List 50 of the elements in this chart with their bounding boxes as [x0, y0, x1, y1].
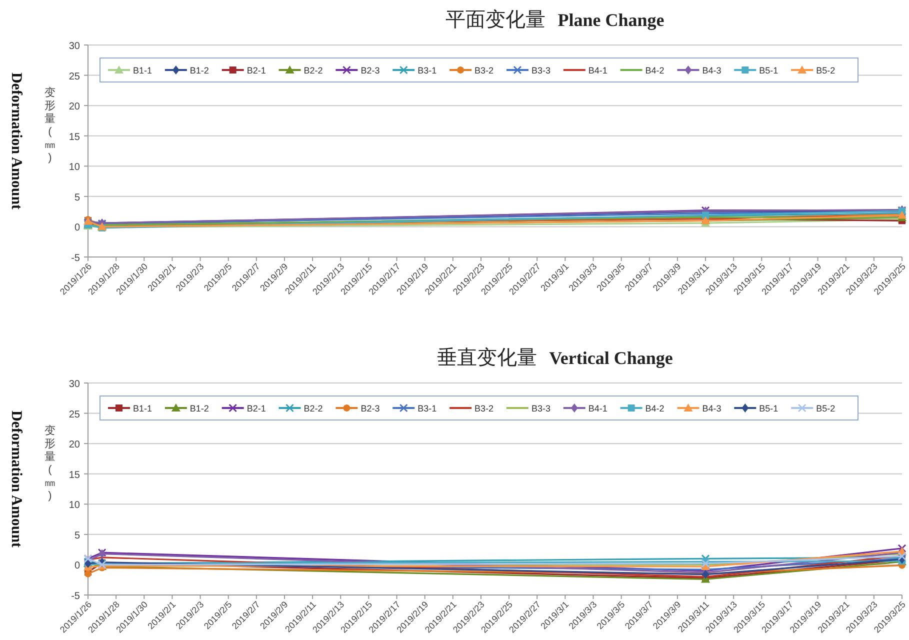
y-axis-title: 变形量(㎜) [44, 86, 56, 164]
y-tick-label: 25 [68, 71, 80, 82]
y-tick-label: 20 [68, 440, 80, 451]
legend-label: B5-2 [816, 404, 836, 414]
legend-label: B4-1 [588, 404, 608, 414]
y-tick-label: 10 [68, 162, 80, 174]
y-tick-label: 0 [74, 560, 80, 572]
y-axis-title: 变形量(㎜) [44, 424, 56, 502]
legend-label: B2-3 [360, 66, 380, 76]
legend-label: B2-1 [246, 66, 266, 76]
y-tick-label: 25 [68, 409, 80, 420]
y-tick-label: 0 [74, 222, 80, 234]
legend-label: B4-3 [702, 66, 722, 76]
y-tick-label: -5 [71, 253, 80, 264]
legend-label: B5-1 [759, 66, 778, 76]
legend-label: B2-1 [246, 404, 266, 414]
legend-label: B2-3 [360, 404, 380, 414]
legend-label: B4-2 [645, 404, 664, 414]
legend-label: B3-1 [418, 404, 437, 414]
y-tick-label: 10 [68, 500, 80, 512]
legend-label: B5-1 [759, 404, 778, 414]
y-tick-label: 15 [68, 132, 80, 143]
y-tick-label: 5 [74, 192, 80, 204]
chart-subtitle: Plane Change [558, 10, 664, 30]
legend-label: B3-2 [474, 404, 494, 414]
legend-label: B3-3 [531, 66, 550, 76]
legend-label: B1-2 [190, 404, 209, 414]
legend-label: B2-2 [304, 404, 323, 414]
y-tick-label: 30 [68, 41, 80, 52]
chart-subtitle: Vertical Change [549, 348, 673, 368]
chart-title: 平面变化量 [446, 9, 546, 31]
legend-label: B4-3 [702, 404, 722, 414]
text: Deformation Amount [8, 410, 24, 548]
legend-label: B1-1 [133, 404, 152, 414]
legend-label: B1-1 [133, 66, 152, 76]
legend-label: B5-2 [816, 66, 836, 76]
legend-label: B3-3 [531, 404, 550, 414]
y-tick-label: 15 [68, 470, 80, 481]
y-tick-label: 30 [68, 379, 80, 390]
chart-title: 垂直变化量 [437, 347, 538, 369]
legend-label: B4-1 [588, 66, 608, 76]
legend-label: B4-2 [645, 66, 664, 76]
legend-label: B1-2 [190, 66, 209, 76]
y-tick-label: -5 [71, 591, 80, 602]
legend-label: B2-2 [304, 66, 323, 76]
y-tick-label: 20 [68, 102, 80, 113]
y-tick-label: 5 [74, 530, 80, 542]
legend-label: B3-2 [474, 66, 494, 76]
legend-label: B3-1 [418, 66, 437, 76]
text: Deformation Amount [8, 72, 24, 210]
